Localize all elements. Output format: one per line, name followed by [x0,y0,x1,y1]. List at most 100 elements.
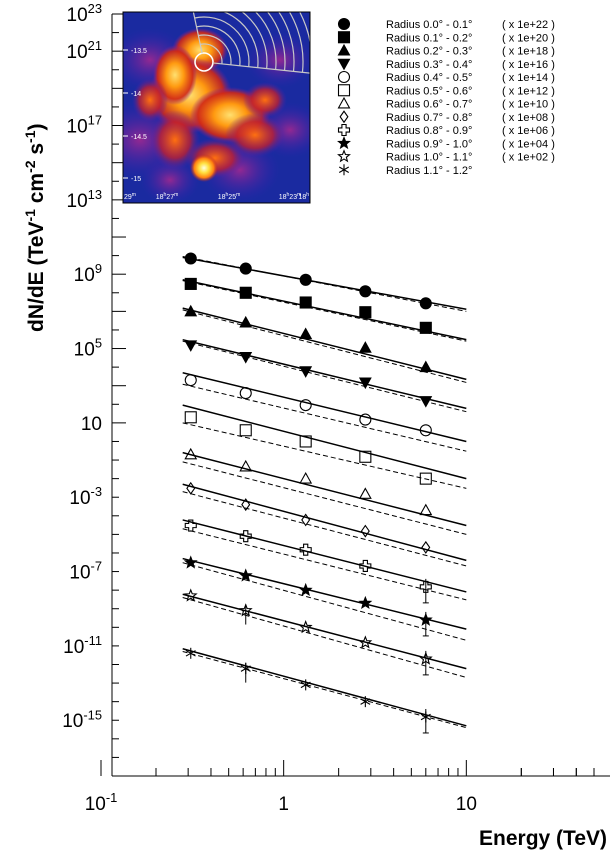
series-10 [182,555,467,641]
region-edge [192,12,203,54]
data-point [299,543,312,556]
y-tick-label: 1013 [67,187,103,212]
data-point [419,321,432,334]
legend-marker [339,110,349,124]
data-point [419,396,433,408]
legend-marker [337,123,351,137]
inset-image [123,12,310,203]
data-point [183,588,198,602]
series-6 [182,404,467,489]
data-point [238,568,253,582]
inset-x-tick-label: 18h27m [156,192,179,201]
data-point [299,472,313,484]
fit-line [182,483,467,562]
fit-line [182,648,467,727]
legend-scale: ( x 1e+12 ) [502,85,555,97]
series-1 [182,252,467,312]
data-point [299,327,313,340]
reference-line [182,528,467,601]
data-point [239,530,252,543]
data-point [184,340,198,352]
data-point [358,377,372,390]
y-tick-label: 105 [74,336,102,361]
legend: Radius 0.0° - 0.1° ( x 1e+22 ) Radius 0.1°… [337,17,555,177]
legend-entry: Radius 1.1° - 1.2° [386,165,472,177]
data-point [184,411,197,424]
axes: 10231021101710131091051010-310-710-1110-… [62,1,610,815]
data-point [184,447,198,460]
reference-line [182,383,467,452]
y-tick-label: 10-15 [62,707,102,732]
y-tick-label: 1017 [67,113,103,138]
series-12 [182,647,467,734]
inset-x-edge-label: 18h [298,192,309,201]
region-arc [254,12,277,70]
data-point [299,366,313,378]
emission-blob [243,82,287,118]
data-point [298,582,313,597]
legend-scale: ( x 1e+08 ) [502,112,555,124]
inset-x-tick-label: 18h25m [218,192,241,201]
region-arc [198,34,232,65]
legend-marker [337,135,351,150]
legend-marker [338,164,350,176]
legend-marker [337,43,351,56]
fit-line [182,451,467,527]
data-point [239,387,252,400]
inset-x-edge-label: 29m [124,192,136,201]
legend-marker [337,96,351,109]
data-point [358,487,372,499]
data-point [239,315,253,328]
fit-line [182,307,467,381]
legend-entry: Radius 0.4° - 0.5° [386,72,472,84]
data-point [421,540,431,554]
y-tick-label: 1021 [67,38,103,63]
inset-y-tick-label: -15 [131,176,141,183]
x-tick-label: 10 [456,794,477,815]
data-point [240,663,251,675]
legend-scale: ( x 1e+22 ) [502,19,555,31]
fit-line [182,404,467,480]
emission-blob [132,78,168,122]
legend-marker [337,149,351,163]
y-axis-label: dN/dE (TeV-1 cm-2 s-1) [22,123,48,332]
legend-scale: ( x 1e+06 ) [502,125,555,137]
data-point [419,424,432,437]
data-point [420,711,431,723]
series-5 [182,371,467,452]
y-tick-label: 10-3 [69,484,102,509]
region-arc [288,12,304,73]
reference-line [182,651,467,729]
region-arc [196,25,241,66]
data-point [239,352,253,364]
legend-scale: ( x 1e+02 ) [502,152,555,164]
data-point [418,651,433,665]
legend-entry: Radius 0.6° - 0.7° [386,99,472,111]
axis-labels: Energy (TeV) dN/dE (TeV-1 cm-2 s-1) [22,123,607,850]
inset-y-tick-label: -14 [131,91,141,98]
point-source [190,154,218,182]
y-tick-label: 109 [74,261,102,286]
data-point [299,296,312,309]
data-point [301,513,311,527]
legend-entry: Radius 0.8° - 0.9° [386,125,472,137]
data-point [298,620,313,634]
series-2 [182,277,467,342]
data-point [184,519,197,532]
data-point [419,360,433,373]
data-point [186,481,196,495]
legend-entry: Radius 0.2° - 0.3° [386,46,472,58]
data-point [183,555,198,569]
data-point [239,286,252,299]
y-tick-label: 1023 [67,1,103,26]
legend-entry: Radius 1.0° - 1.1° [386,152,472,164]
reference-line [182,461,467,535]
y-tick-label: 10 [81,414,102,435]
y-tick-label: 10-11 [63,633,102,658]
series-3 [182,304,467,383]
data-point [300,679,311,691]
fit-line [182,557,467,630]
series-9 [182,519,467,604]
region-arc [194,16,250,67]
inset-frame [122,11,311,204]
